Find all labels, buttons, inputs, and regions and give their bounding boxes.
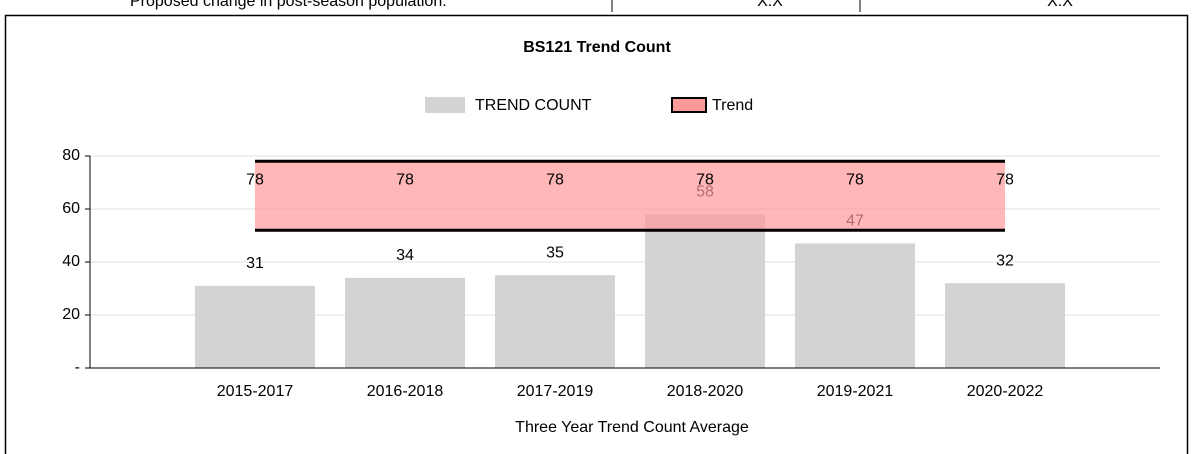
chart-frame: [4, 14, 1189, 454]
bar-value-label: 35: [546, 244, 564, 261]
y-tick-label: 20: [62, 306, 80, 323]
bar: [945, 283, 1065, 368]
y-tick-label: 40: [62, 253, 80, 270]
x-axis-title: Three Year Trend Count Average: [515, 419, 749, 436]
legend-swatch: [425, 97, 465, 113]
bar: [195, 285, 315, 368]
legend-label: Trend: [712, 97, 753, 114]
chart-title: BS121 Trend Count: [523, 39, 671, 56]
x-tick-label: 2015-2017: [217, 383, 294, 400]
header-cell: X.X: [757, 0, 783, 10]
trend-band: [255, 161, 1005, 231]
x-tick-label: 2020-2022: [967, 383, 1044, 400]
x-tick-label: 2017-2019: [517, 383, 594, 400]
header-label: Proposed change in post-season populatio…: [130, 0, 447, 10]
bar-value-label: 32: [996, 252, 1014, 269]
bar: [795, 243, 915, 368]
bar: [495, 275, 615, 368]
bar-value-label: 34: [396, 247, 414, 264]
x-tick-label: 2018-2020: [667, 383, 744, 400]
x-tick-label: 2016-2018: [367, 383, 444, 400]
legend-label: TREND COUNT: [475, 97, 592, 114]
y-tick-label: 80: [62, 147, 80, 164]
trend-value-label: 78: [546, 172, 564, 189]
trend-value-label: 78: [846, 172, 864, 189]
bar: [345, 277, 465, 368]
bar-value-label: 31: [246, 255, 264, 272]
trend-value-label: 78: [246, 172, 264, 189]
trend-value-label: 78: [996, 172, 1014, 189]
trend-value-label: 78: [396, 172, 414, 189]
trend-value-label: 78: [696, 172, 714, 189]
x-tick-label: 2019-2021: [817, 383, 894, 400]
legend-swatch: [671, 97, 707, 113]
header-cell: X.X: [1047, 0, 1073, 10]
bar: [645, 214, 765, 368]
y-tick-label: 60: [62, 200, 80, 217]
y-tick-label: -: [75, 359, 80, 376]
